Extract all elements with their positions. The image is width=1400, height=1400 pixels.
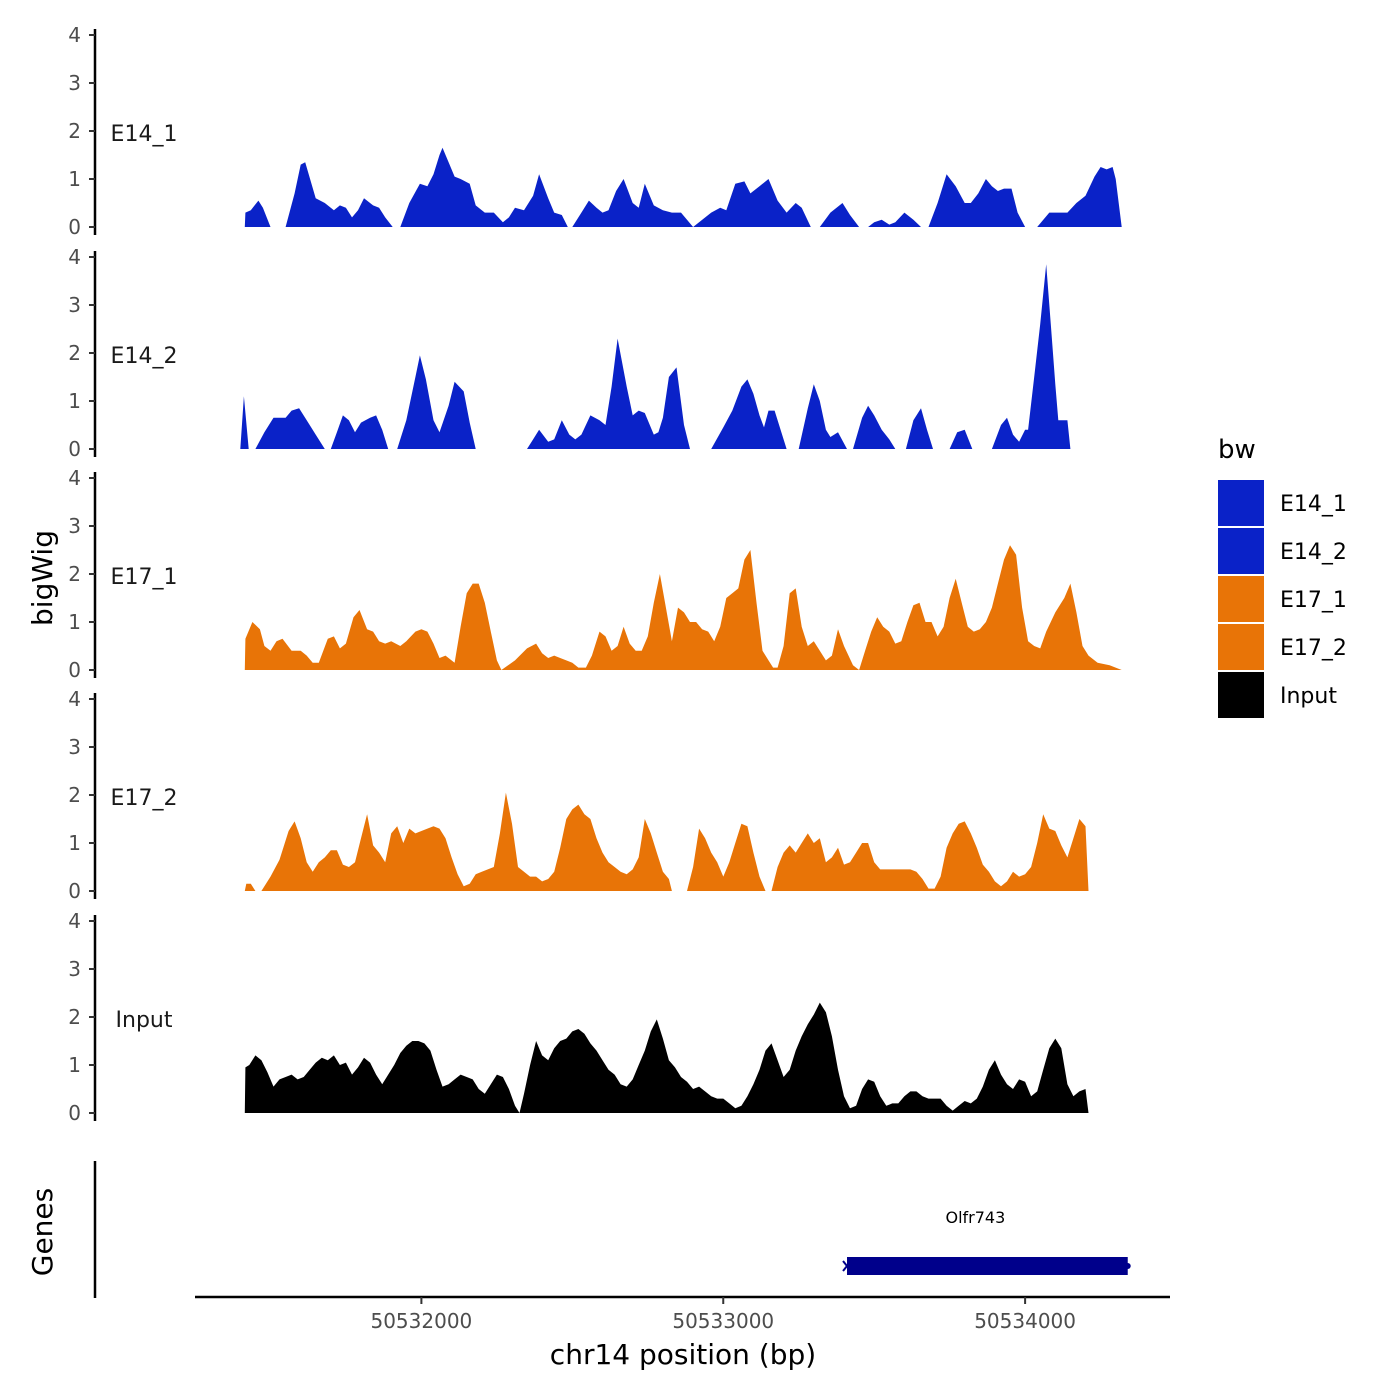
signal-area-Input bbox=[244, 1002, 1089, 1113]
track-label: E17_2 bbox=[111, 786, 178, 811]
y-tick-label: 2 bbox=[68, 1005, 81, 1029]
legend-item-E17_2: E17_2 bbox=[1218, 624, 1347, 670]
y-tick-label: 3 bbox=[68, 514, 81, 538]
x-axis: 50532000 50533000 50534000 bbox=[195, 1295, 1170, 1333]
y-tick-label: 3 bbox=[68, 957, 81, 981]
legend-item-E17_1: E17_1 bbox=[1218, 576, 1347, 622]
y-tick-label: 3 bbox=[68, 735, 81, 759]
legend-item-Input: Input bbox=[1218, 672, 1337, 718]
legend-swatch bbox=[1218, 624, 1264, 670]
y-tick-label: 4 bbox=[68, 466, 81, 490]
gene-end-mark bbox=[1124, 1263, 1131, 1269]
legend-swatch bbox=[1218, 480, 1264, 526]
x-tick-label: 50534000 bbox=[974, 1309, 1076, 1333]
x-tick-label: 50533000 bbox=[672, 1309, 774, 1333]
legend-swatch bbox=[1218, 672, 1264, 718]
signal-area-E14_2 bbox=[240, 264, 1071, 449]
x-tick-label: 50532000 bbox=[370, 1309, 472, 1333]
y-tick-label: 3 bbox=[68, 71, 81, 95]
legend-label: E17_1 bbox=[1280, 588, 1347, 613]
y-tick-label: 2 bbox=[68, 341, 81, 365]
y-tick-label: 1 bbox=[68, 1053, 81, 1077]
genes-axis-title: Genes bbox=[26, 1188, 59, 1276]
gene-Olfr743: Olfr743 bbox=[842, 1208, 1131, 1275]
gene-strand-mark bbox=[842, 1260, 852, 1272]
track-E17_1: 0 1 2 3 4 E17_1 bbox=[68, 466, 1122, 682]
y-tick-label: 0 bbox=[68, 215, 81, 239]
track-E14_1: 0 1 2 3 4 E14_1 bbox=[68, 23, 1122, 239]
y-axis-title: bigWig bbox=[26, 530, 59, 626]
track-E17_2: 0 1 2 3 4 E17_2 bbox=[68, 687, 1089, 903]
legend-title: bw bbox=[1218, 435, 1256, 465]
genes-panel: Olfr743 bbox=[93, 1161, 1131, 1298]
legend-swatch bbox=[1218, 576, 1264, 622]
y-tick-label: 0 bbox=[68, 879, 81, 903]
signal-area-E17_2 bbox=[244, 792, 1089, 891]
track-label: E14_1 bbox=[111, 122, 178, 147]
y-tick-label: 0 bbox=[68, 1101, 81, 1125]
y-tick-label: 0 bbox=[68, 658, 81, 682]
legend-label: E14_1 bbox=[1280, 492, 1347, 517]
legend-item-E14_1: E14_1 bbox=[1218, 480, 1347, 526]
y-tick-label: 4 bbox=[68, 245, 81, 269]
legend-label: E14_2 bbox=[1280, 540, 1347, 565]
y-tick-label: 2 bbox=[68, 783, 81, 807]
legend-label: Input bbox=[1280, 684, 1337, 709]
legend-label: E17_2 bbox=[1280, 636, 1347, 661]
track-label: E14_2 bbox=[111, 344, 178, 369]
legend: bw E14_1 E14_2 E17_1 E17_2 Input bbox=[1218, 435, 1347, 718]
track-E14_2: 0 1 2 3 4 E14_2 bbox=[68, 245, 1071, 461]
track-label: Input bbox=[116, 1008, 173, 1033]
signal-area-E14_1 bbox=[244, 147, 1122, 227]
y-tick-label: 4 bbox=[68, 909, 81, 933]
y-tick-label: 4 bbox=[68, 23, 81, 47]
y-tick-label: 4 bbox=[68, 687, 81, 711]
gene-label: Olfr743 bbox=[945, 1208, 1005, 1227]
track-label: E17_1 bbox=[111, 565, 178, 590]
bigwig-tracks: 0 1 2 3 4 E14_1 0 1 2 3 4 E14_2 0 1 2 3 4 E17_1 0 1 2 3 4 E17_2… bbox=[68, 23, 1122, 1125]
y-tick-label: 0 bbox=[68, 437, 81, 461]
gene-body bbox=[847, 1257, 1128, 1275]
legend-swatch bbox=[1218, 528, 1264, 574]
y-tick-label: 2 bbox=[68, 562, 81, 586]
y-tick-label: 3 bbox=[68, 293, 81, 317]
y-tick-label: 1 bbox=[68, 389, 81, 413]
track-Input: 0 1 2 3 4 Input bbox=[68, 909, 1089, 1125]
y-tick-label: 1 bbox=[68, 167, 81, 191]
y-tick-label: 1 bbox=[68, 610, 81, 634]
signal-area-E17_1 bbox=[244, 545, 1122, 670]
legend-item-E14_2: E14_2 bbox=[1218, 528, 1347, 574]
x-axis-title: chr14 position (bp) bbox=[550, 1338, 816, 1371]
y-tick-label: 1 bbox=[68, 831, 81, 855]
y-tick-label: 2 bbox=[68, 119, 81, 143]
